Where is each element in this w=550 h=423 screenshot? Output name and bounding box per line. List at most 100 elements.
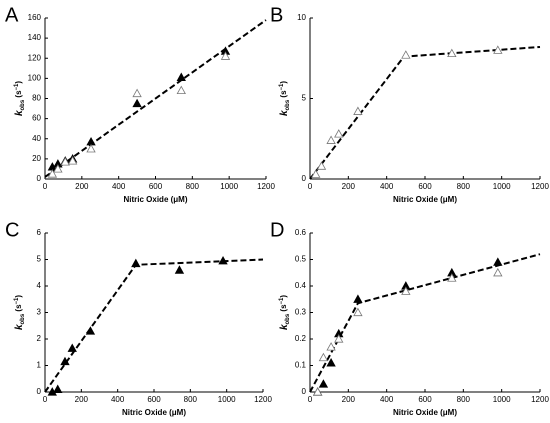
y-label-part: ) xyxy=(14,81,23,84)
filled-triangle xyxy=(85,326,96,335)
x-axis-label: Nitric Oxide (μM) xyxy=(123,195,187,204)
y-tick-label: 80 xyxy=(32,94,41,103)
x-tick-label: 1000 xyxy=(218,395,236,404)
y-label-part: ) xyxy=(279,81,288,84)
open-triangle xyxy=(326,342,336,351)
filled-triangle xyxy=(176,72,186,81)
x-tick-label: 600 xyxy=(418,182,432,191)
y-tick-label: 0 xyxy=(302,174,307,183)
fit-line xyxy=(44,19,267,178)
open-triangle xyxy=(353,106,363,115)
x-tick-label: 0 xyxy=(308,182,313,191)
y-label-part: (s xyxy=(279,304,288,314)
y-label-part: k xyxy=(14,110,25,116)
open-triangle xyxy=(493,267,503,277)
y-label-part: k xyxy=(14,324,25,330)
x-tick-label: 200 xyxy=(75,182,89,191)
filled-triangle xyxy=(353,294,363,303)
y-tick-label: 0 xyxy=(302,387,307,396)
open-triangle xyxy=(447,273,457,282)
x-tick-label: 800 xyxy=(186,182,200,191)
open-triangle xyxy=(316,161,327,170)
y-tick-label: 0.3 xyxy=(295,308,307,317)
x-tick-label: 1200 xyxy=(254,395,272,404)
x-tick-label: 1200 xyxy=(531,182,549,191)
fit-line xyxy=(309,45,541,180)
y-label-part: (s xyxy=(279,90,288,100)
x-axis-label: Nitric Oxide (μM) xyxy=(393,195,457,204)
y-tick-label: 10 xyxy=(297,13,306,22)
y-tick-label: 0 xyxy=(37,174,42,183)
filled-triangle xyxy=(86,136,96,146)
x-tick-label: 0 xyxy=(43,395,48,404)
y-label-part: −1 xyxy=(279,83,285,91)
filled-triangle xyxy=(131,258,141,268)
filled-triangle xyxy=(60,356,70,366)
y-tick-label: 0.5 xyxy=(295,255,307,264)
y-tick-label: 0 xyxy=(37,387,42,396)
fit-line xyxy=(44,258,264,393)
x-tick-label: 1000 xyxy=(493,182,511,191)
open-triangle xyxy=(220,51,231,60)
y-label-part: (s xyxy=(14,304,23,314)
x-tick-label: 200 xyxy=(342,395,356,404)
x-tick-label: 200 xyxy=(75,395,89,404)
y-label-part: obs xyxy=(285,99,291,110)
x-tick-label: 400 xyxy=(111,395,125,404)
y-label-part: k xyxy=(279,110,290,116)
y-label-part: (s xyxy=(14,90,23,100)
y-tick-label: 160 xyxy=(28,13,42,22)
open-triangle xyxy=(318,352,329,362)
x-tick-label: 400 xyxy=(112,182,126,191)
open-triangle xyxy=(447,48,457,58)
y-label-part: ) xyxy=(14,295,23,298)
y-tick-label: 20 xyxy=(32,154,41,163)
x-axis-label: Nitric Oxide (μM) xyxy=(393,408,457,417)
filled-triangle xyxy=(53,384,63,393)
open-triangle xyxy=(176,85,186,95)
panel: D 0 0.1 0.2 0.3 0.4 0.5 0.6 0 200 400 600 800 1000 120… xyxy=(270,219,549,417)
filled-triangle xyxy=(318,379,329,388)
y-label-part: −1 xyxy=(14,297,20,305)
y-tick-label: 3 xyxy=(37,308,42,317)
panel-label: D xyxy=(270,219,284,241)
open-triangle xyxy=(493,45,503,54)
y-tick-label: 5 xyxy=(302,94,307,103)
y-tick-label: 2 xyxy=(37,334,42,343)
y-label-part: −1 xyxy=(279,297,285,305)
filled-triangle xyxy=(132,98,142,108)
x-tick-label: 800 xyxy=(457,395,471,404)
filled-triangle xyxy=(67,343,77,352)
open-triangle xyxy=(86,143,96,153)
open-triangle xyxy=(60,157,70,166)
x-tick-label: 0 xyxy=(43,182,48,191)
y-axis-label: kobs (s−1) xyxy=(279,295,291,330)
y-label-part: k xyxy=(279,324,290,330)
open-triangle xyxy=(67,156,78,165)
filled-triangle xyxy=(326,358,336,367)
x-tick-label: 600 xyxy=(418,395,432,404)
x-tick-label: 1000 xyxy=(493,395,511,404)
x-tick-label: 800 xyxy=(184,395,198,404)
y-tick-label: 0.4 xyxy=(295,281,307,290)
panel: A 0 20 40 60 80 100 120 140 160 0 200 400 600 800 1000 1… xyxy=(5,4,275,204)
panel-label: B xyxy=(270,4,283,26)
x-tick-label: 1200 xyxy=(257,182,275,191)
x-tick-label: 600 xyxy=(149,182,163,191)
y-tick-label: 5 xyxy=(37,255,42,264)
y-tick-label: 100 xyxy=(28,73,42,82)
open-triangle xyxy=(334,334,344,343)
open-triangle xyxy=(53,164,63,173)
panel-label: A xyxy=(5,4,19,26)
open-triangle xyxy=(334,129,344,138)
fit-line xyxy=(309,253,541,393)
open-triangle xyxy=(311,169,321,178)
x-tick-label: 0 xyxy=(308,395,313,404)
x-axis-label: Nitric Oxide (μM) xyxy=(122,408,186,417)
open-triangle xyxy=(312,387,323,396)
x-tick-label: 1000 xyxy=(220,182,238,191)
x-tick-label: 200 xyxy=(342,182,356,191)
x-tick-label: 600 xyxy=(147,395,161,404)
x-tick-label: 400 xyxy=(380,182,394,191)
